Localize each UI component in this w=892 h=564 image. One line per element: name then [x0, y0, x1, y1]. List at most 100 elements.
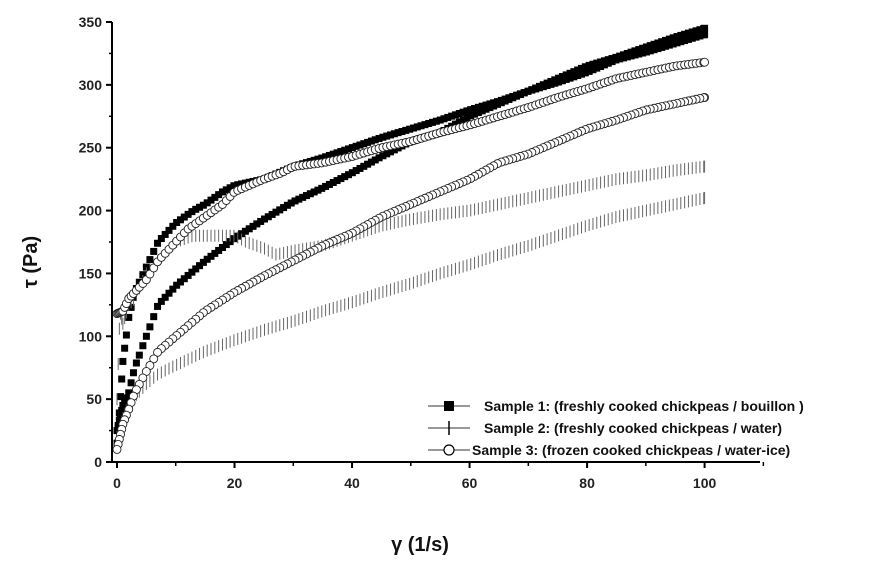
data-point	[371, 156, 379, 164]
data-point	[570, 68, 578, 76]
data-point	[669, 34, 677, 42]
y-tick-label: 350	[79, 14, 103, 30]
data-point	[436, 116, 444, 124]
data-point	[467, 106, 475, 114]
data-point	[226, 184, 234, 192]
data-point	[417, 122, 425, 130]
data-point	[654, 39, 662, 47]
y-axis-title: τ (Pa)	[20, 236, 42, 288]
data-point	[352, 142, 360, 150]
data-point	[211, 193, 219, 201]
data-point	[662, 36, 670, 44]
data-point	[199, 258, 207, 266]
data-point	[371, 136, 379, 144]
data-point	[692, 33, 700, 41]
data-point	[173, 219, 181, 227]
data-point	[551, 79, 559, 87]
data-point	[139, 271, 147, 279]
data-point	[451, 120, 459, 128]
data-point	[383, 132, 391, 140]
data-point	[322, 182, 330, 190]
data-point	[574, 66, 582, 74]
data-point	[577, 70, 585, 78]
data-point	[150, 247, 158, 255]
data-point	[589, 60, 597, 68]
x-tick-label: 60	[462, 475, 478, 491]
data-point	[471, 105, 479, 113]
data-point	[696, 32, 704, 40]
data-point	[360, 140, 368, 148]
y-tick-label: 150	[79, 265, 103, 281]
data-point	[600, 61, 608, 69]
data-point	[119, 357, 127, 365]
data-point	[360, 162, 368, 170]
data-point	[291, 197, 299, 205]
data-point	[318, 154, 326, 162]
data-point	[180, 213, 188, 221]
series-1	[113, 24, 709, 447]
data-point	[646, 47, 654, 55]
data-point	[150, 313, 158, 321]
data-point	[577, 64, 585, 72]
data-point	[474, 109, 482, 117]
data-point	[493, 100, 501, 108]
data-point	[665, 41, 673, 49]
data-point	[650, 40, 658, 48]
data-point	[429, 118, 437, 126]
data-point	[222, 241, 230, 249]
data-point	[153, 347, 162, 357]
data-point	[341, 146, 349, 154]
data-point	[375, 154, 383, 162]
data-point	[482, 105, 490, 113]
data-point	[322, 153, 330, 161]
data-point	[234, 181, 242, 189]
data-point	[513, 92, 521, 100]
data-point	[631, 51, 639, 59]
data-point	[681, 37, 689, 45]
data-point	[345, 145, 353, 153]
data-point	[115, 417, 123, 425]
data-point	[463, 114, 471, 122]
data-point	[122, 331, 130, 339]
y-tick-label: 200	[79, 203, 103, 219]
data-point	[295, 195, 303, 203]
data-point	[157, 297, 165, 305]
data-point	[474, 103, 482, 111]
data-point	[688, 34, 696, 42]
data-point	[562, 75, 570, 83]
data-point	[310, 188, 318, 196]
data-point	[482, 101, 490, 109]
data-point	[673, 39, 681, 47]
data-point	[558, 73, 566, 81]
data-point	[673, 33, 681, 41]
legend-item-1: Sample 1: (freshly cooked chickpeas / bo…	[428, 398, 804, 414]
data-point	[627, 52, 635, 60]
data-point	[701, 24, 709, 32]
data-point	[585, 61, 593, 69]
x-tick-label: 40	[344, 475, 360, 491]
data-point	[192, 265, 200, 273]
data-point	[520, 89, 528, 97]
data-point	[318, 184, 326, 192]
data-point	[303, 192, 311, 200]
data-point	[616, 55, 624, 63]
data-point	[639, 44, 647, 52]
data-point	[444, 113, 452, 121]
data-point	[157, 235, 165, 243]
data-point	[635, 50, 643, 58]
data-point	[642, 48, 650, 56]
data-point	[260, 215, 268, 223]
x-tick-label: 100	[693, 475, 717, 491]
data-point	[677, 31, 685, 39]
data-point	[448, 112, 456, 120]
data-point	[501, 97, 509, 105]
data-point	[555, 74, 563, 82]
data-point	[677, 38, 685, 46]
legend-label-1: Sample 1: (freshly cooked chickpeas / bo…	[484, 398, 804, 414]
data-point	[149, 354, 159, 364]
data-point	[398, 127, 406, 135]
data-point	[268, 210, 276, 218]
data-point	[280, 204, 288, 212]
data-point	[684, 35, 692, 43]
data-point	[658, 38, 666, 46]
